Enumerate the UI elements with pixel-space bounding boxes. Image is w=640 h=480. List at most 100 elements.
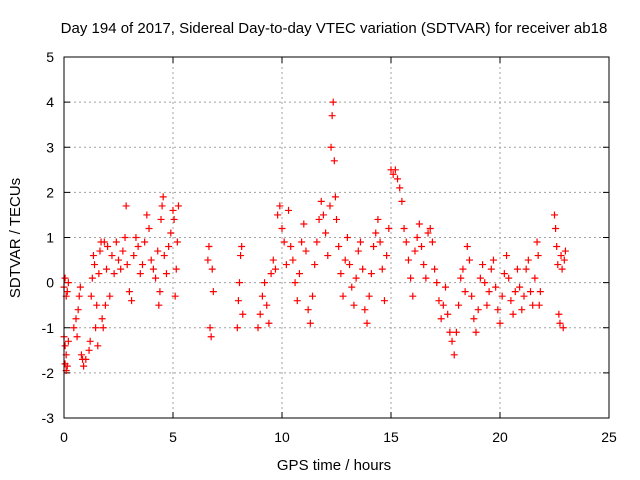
data-point (465, 256, 473, 264)
data-point (554, 261, 562, 269)
y-tick-label: -1 (42, 320, 55, 336)
data-point (520, 292, 528, 300)
data-point (396, 184, 404, 192)
data-point (123, 261, 131, 269)
data-point (420, 261, 428, 269)
data-point (61, 342, 69, 350)
x-tick-label: 25 (601, 429, 617, 445)
data-point (87, 292, 95, 300)
y-tick-labels: -3 -2 -1 0 1 2 3 4 5 (42, 49, 55, 426)
data-point (428, 238, 436, 246)
data-point (154, 247, 162, 255)
data-point (433, 279, 441, 287)
data-point (121, 234, 129, 241)
data-point (496, 319, 504, 327)
data-point (89, 252, 97, 260)
data-point (132, 234, 140, 241)
data-point (256, 310, 264, 318)
data-point (158, 202, 166, 210)
data-point (337, 270, 345, 278)
data-point (122, 202, 130, 210)
data-point (96, 247, 104, 255)
data-point (487, 265, 495, 273)
data-point (295, 270, 303, 278)
data-point (446, 328, 454, 336)
data-point (171, 292, 179, 300)
data-point (400, 224, 408, 232)
data-point (134, 243, 142, 251)
data-point (435, 297, 443, 305)
data-point (328, 112, 336, 120)
data-point (70, 324, 78, 332)
data-point (437, 315, 445, 323)
data-point (99, 324, 107, 332)
data-point (73, 333, 81, 341)
data-point (72, 315, 80, 323)
data-point (468, 292, 476, 300)
data-point (63, 362, 71, 370)
data-point (74, 306, 82, 314)
data-point (289, 256, 297, 264)
data-point (470, 315, 478, 323)
data-point (136, 270, 144, 278)
data-point (95, 270, 103, 278)
x-tick-label: 5 (169, 429, 177, 445)
data-point (341, 256, 349, 264)
data-point (376, 238, 384, 246)
data-point (413, 234, 421, 241)
data-point (531, 274, 539, 282)
data-point (459, 265, 467, 273)
data-point (324, 252, 332, 260)
data-point (343, 234, 351, 241)
data-point (300, 220, 308, 228)
data-point (431, 265, 439, 273)
data-point (302, 247, 310, 255)
data-point (271, 265, 279, 273)
y-axis-label: SDTVAR / TECUs (7, 178, 24, 298)
data-point (208, 265, 216, 273)
data-point (398, 197, 406, 205)
data-point (261, 279, 269, 287)
data-point (561, 247, 569, 255)
data-point (92, 324, 100, 332)
data-point (391, 166, 399, 174)
data-point (335, 243, 343, 251)
data-point (75, 292, 83, 300)
x-tick-label: 20 (492, 429, 508, 445)
data-point (263, 301, 271, 309)
data-point (483, 301, 491, 309)
data-point (457, 274, 465, 282)
data-point (267, 270, 275, 278)
data-point (291, 279, 299, 287)
data-point (533, 238, 541, 246)
data-point (461, 288, 469, 296)
data-point (91, 261, 99, 269)
data-point (350, 301, 358, 309)
data-point (317, 197, 325, 205)
data-point (418, 243, 426, 251)
data-point (558, 265, 566, 273)
data-point (404, 256, 412, 264)
data-point (155, 301, 163, 309)
data-point (505, 274, 513, 282)
data-point (327, 143, 335, 151)
data-point (361, 306, 369, 314)
data-point (162, 270, 170, 278)
data-point (173, 238, 181, 246)
data-point (88, 274, 96, 282)
data-point (439, 301, 447, 309)
data-point (370, 243, 378, 251)
data-point (489, 256, 497, 264)
data-point (374, 215, 382, 223)
data-point (86, 337, 94, 345)
data-point (348, 283, 356, 291)
data-point (293, 297, 301, 305)
data-point (409, 292, 417, 300)
data-point (170, 215, 178, 223)
data-point (383, 252, 391, 260)
data-point (380, 297, 388, 305)
data-point (287, 243, 295, 251)
data-point (169, 206, 177, 214)
data-point (476, 274, 484, 282)
data-point (125, 288, 133, 296)
